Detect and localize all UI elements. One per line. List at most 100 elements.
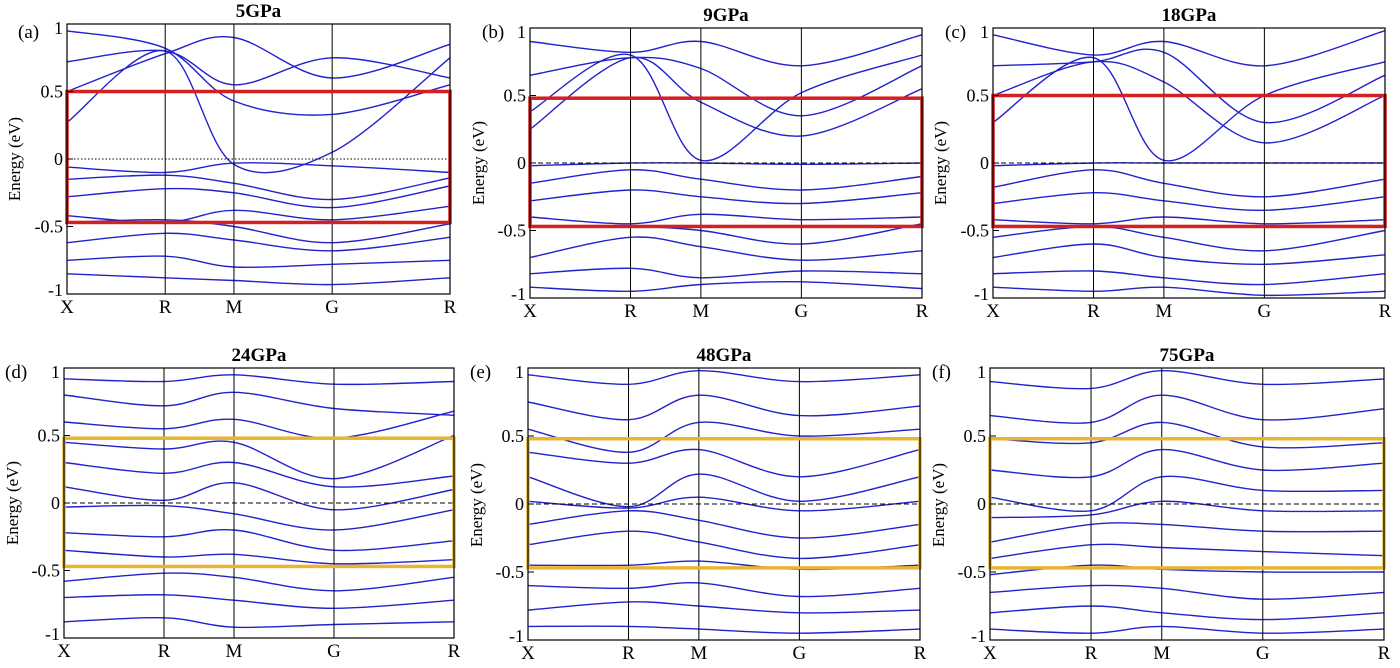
y-axis-label: Energy (eV) [3,461,22,545]
band-11 [989,605,1385,621]
band-10 [529,236,923,261]
band-12 [529,280,923,293]
k-point-label: R [622,643,635,664]
k-point-label: M [1153,643,1170,664]
k-point-label: M [692,301,709,322]
k-point-label: M [225,297,242,318]
band-4 [989,448,1385,479]
k-point-label: R [624,301,637,322]
panel-title: 48GPa [697,345,752,366]
y-tick-label: -0.5 [496,562,525,582]
band-8 [527,530,921,560]
band-8 [63,528,455,552]
k-point-label: R [448,641,461,662]
y-tick-label: -1 [509,626,524,646]
k-point-label: G [325,297,339,318]
panel-title: 18GPa [1162,5,1217,26]
panel-title: 5GPa [236,1,282,22]
band-8 [529,213,923,225]
band-12 [527,625,921,634]
band-3 [992,48,1386,124]
y-tick-label: 0 [51,493,60,513]
y-tick-label: -0.5 [961,221,990,241]
band-8 [989,543,1385,560]
band-12 [63,616,455,629]
k-point-label: R [444,297,457,318]
k-point-label: X [521,643,535,664]
band-lines [63,374,455,629]
y-tick-label: 0.5 [964,426,987,446]
band-1 [527,369,921,386]
band-2 [989,394,1385,424]
y-axis-label: Energy (eV) [469,121,488,205]
k-point-label: R [1379,301,1392,322]
y-tick-label: 0.5 [38,426,61,446]
band-1 [63,374,455,386]
k-point-label: G [327,641,341,662]
highlight-box [526,436,922,570]
band-9 [63,549,455,565]
panel-title: 9GPa [703,5,749,26]
band-lines [989,369,1385,634]
band-11 [66,255,451,269]
y-tick-label: -1 [971,626,986,646]
band-12 [992,286,1386,297]
y-axis-label: Energy (eV) [931,121,950,205]
band-7 [527,510,921,539]
band-2 [66,49,451,86]
panel-a: -1 -0.5 0 0.5 1 X R M G R 5GPa (a) Energy (eV) [5,1,457,318]
highlight-box [528,96,924,229]
y-axis-label: Energy (eV) [5,117,24,201]
band-2 [529,53,923,162]
panel-c: -1 -0.5 0 0.5 1 X R M G R 18GPa (c) Energy (eV) [931,5,1392,322]
highlight-box [65,89,452,225]
band-4 [63,434,455,480]
band-6 [527,496,921,512]
k-point-label: R [159,297,172,318]
panel-e: -1 -0.5 0 0.5 1 X R M G R 48GPa (e) Energy (eV) [467,345,927,664]
band-2 [63,391,455,416]
y-tick-label: 1 [980,22,989,42]
k-point-label: R [158,641,171,662]
y-tick-label: -0.5 [35,217,64,237]
y-tick-label: 1 [54,18,63,38]
band-11 [992,270,1386,286]
band-6 [63,482,455,511]
y-tick-label: 0 [977,494,986,514]
panel-title: 24GPa [232,345,287,366]
k-point-label: G [1258,301,1272,322]
k-point-label: R [914,643,927,664]
band-10 [527,582,921,598]
band-4 [66,36,451,93]
y-tick-label: 1 [51,362,60,382]
y-axis-label: Energy (eV) [467,463,486,547]
k-point-label: X [523,301,537,322]
y-tick-label: 0 [54,149,63,169]
y-tick-label: -1 [45,624,60,644]
y-tick-label: 1 [517,22,526,42]
band-12 [989,625,1385,634]
k-point-label: X [57,641,71,662]
band-11 [529,267,923,279]
band-9 [66,218,451,244]
y-tick-label: 0.5 [967,86,990,106]
y-tick-label: -1 [511,284,526,304]
panel-label: (e) [470,362,491,383]
y-tick-label: 0 [980,153,989,173]
k-point-label: X [986,301,1000,322]
band-9 [992,225,1386,252]
band-6 [66,174,451,201]
panel-title: 75GPa [1160,345,1215,366]
band-7 [66,185,451,209]
band-11 [63,594,455,610]
band-5 [66,162,451,174]
y-tick-label: 0 [515,494,524,514]
y-tick-label: -0.5 [32,561,61,581]
panel-b: -1 -0.5 0 0.5 1 X R M G R 9GPa (b) Energy (eV) [469,5,929,322]
y-tick-label: 0.5 [502,426,525,446]
band-11 [527,601,921,614]
band-lines [527,369,921,634]
y-tick-label: -1 [48,280,63,300]
k-point-label: X [60,297,74,318]
band-7 [529,189,923,205]
